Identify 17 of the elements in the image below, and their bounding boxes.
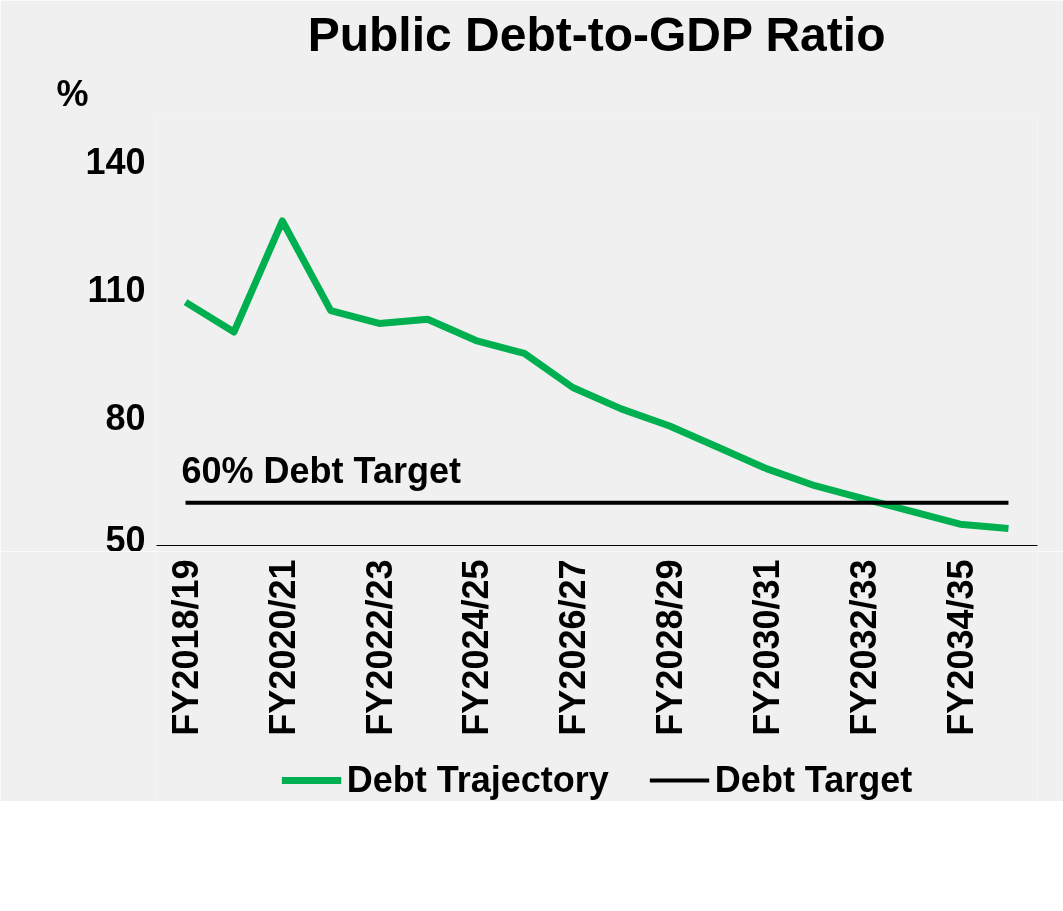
legend-label: Debt Target: [714, 759, 913, 801]
x-tick-label: FY2034/35: [939, 559, 981, 736]
y-tick-label: 140: [85, 141, 146, 183]
chart-title: Public Debt-to-GDP Ratio: [307, 7, 886, 61]
x-tick-label: FY2028/29: [649, 559, 691, 736]
x-tick-label: FY2022/23: [358, 559, 400, 736]
legend-label: Debt Trajectory: [346, 759, 609, 801]
y-tick-label: 110: [87, 269, 146, 311]
x-tick-label: FY2020/21: [261, 559, 303, 736]
y-axis-title: %: [56, 72, 89, 114]
x-tick-label: FY2032/33: [842, 559, 884, 736]
y-tick-label: 80: [105, 397, 146, 439]
x-tick-label: FY2018/19: [165, 559, 207, 736]
annotation: 60% Debt Target: [181, 449, 461, 491]
x-tick-label: FY2026/27: [552, 559, 594, 736]
x-tick-label: FY2024/25: [455, 559, 497, 736]
x-tick-label: FY2030/31: [745, 559, 787, 736]
